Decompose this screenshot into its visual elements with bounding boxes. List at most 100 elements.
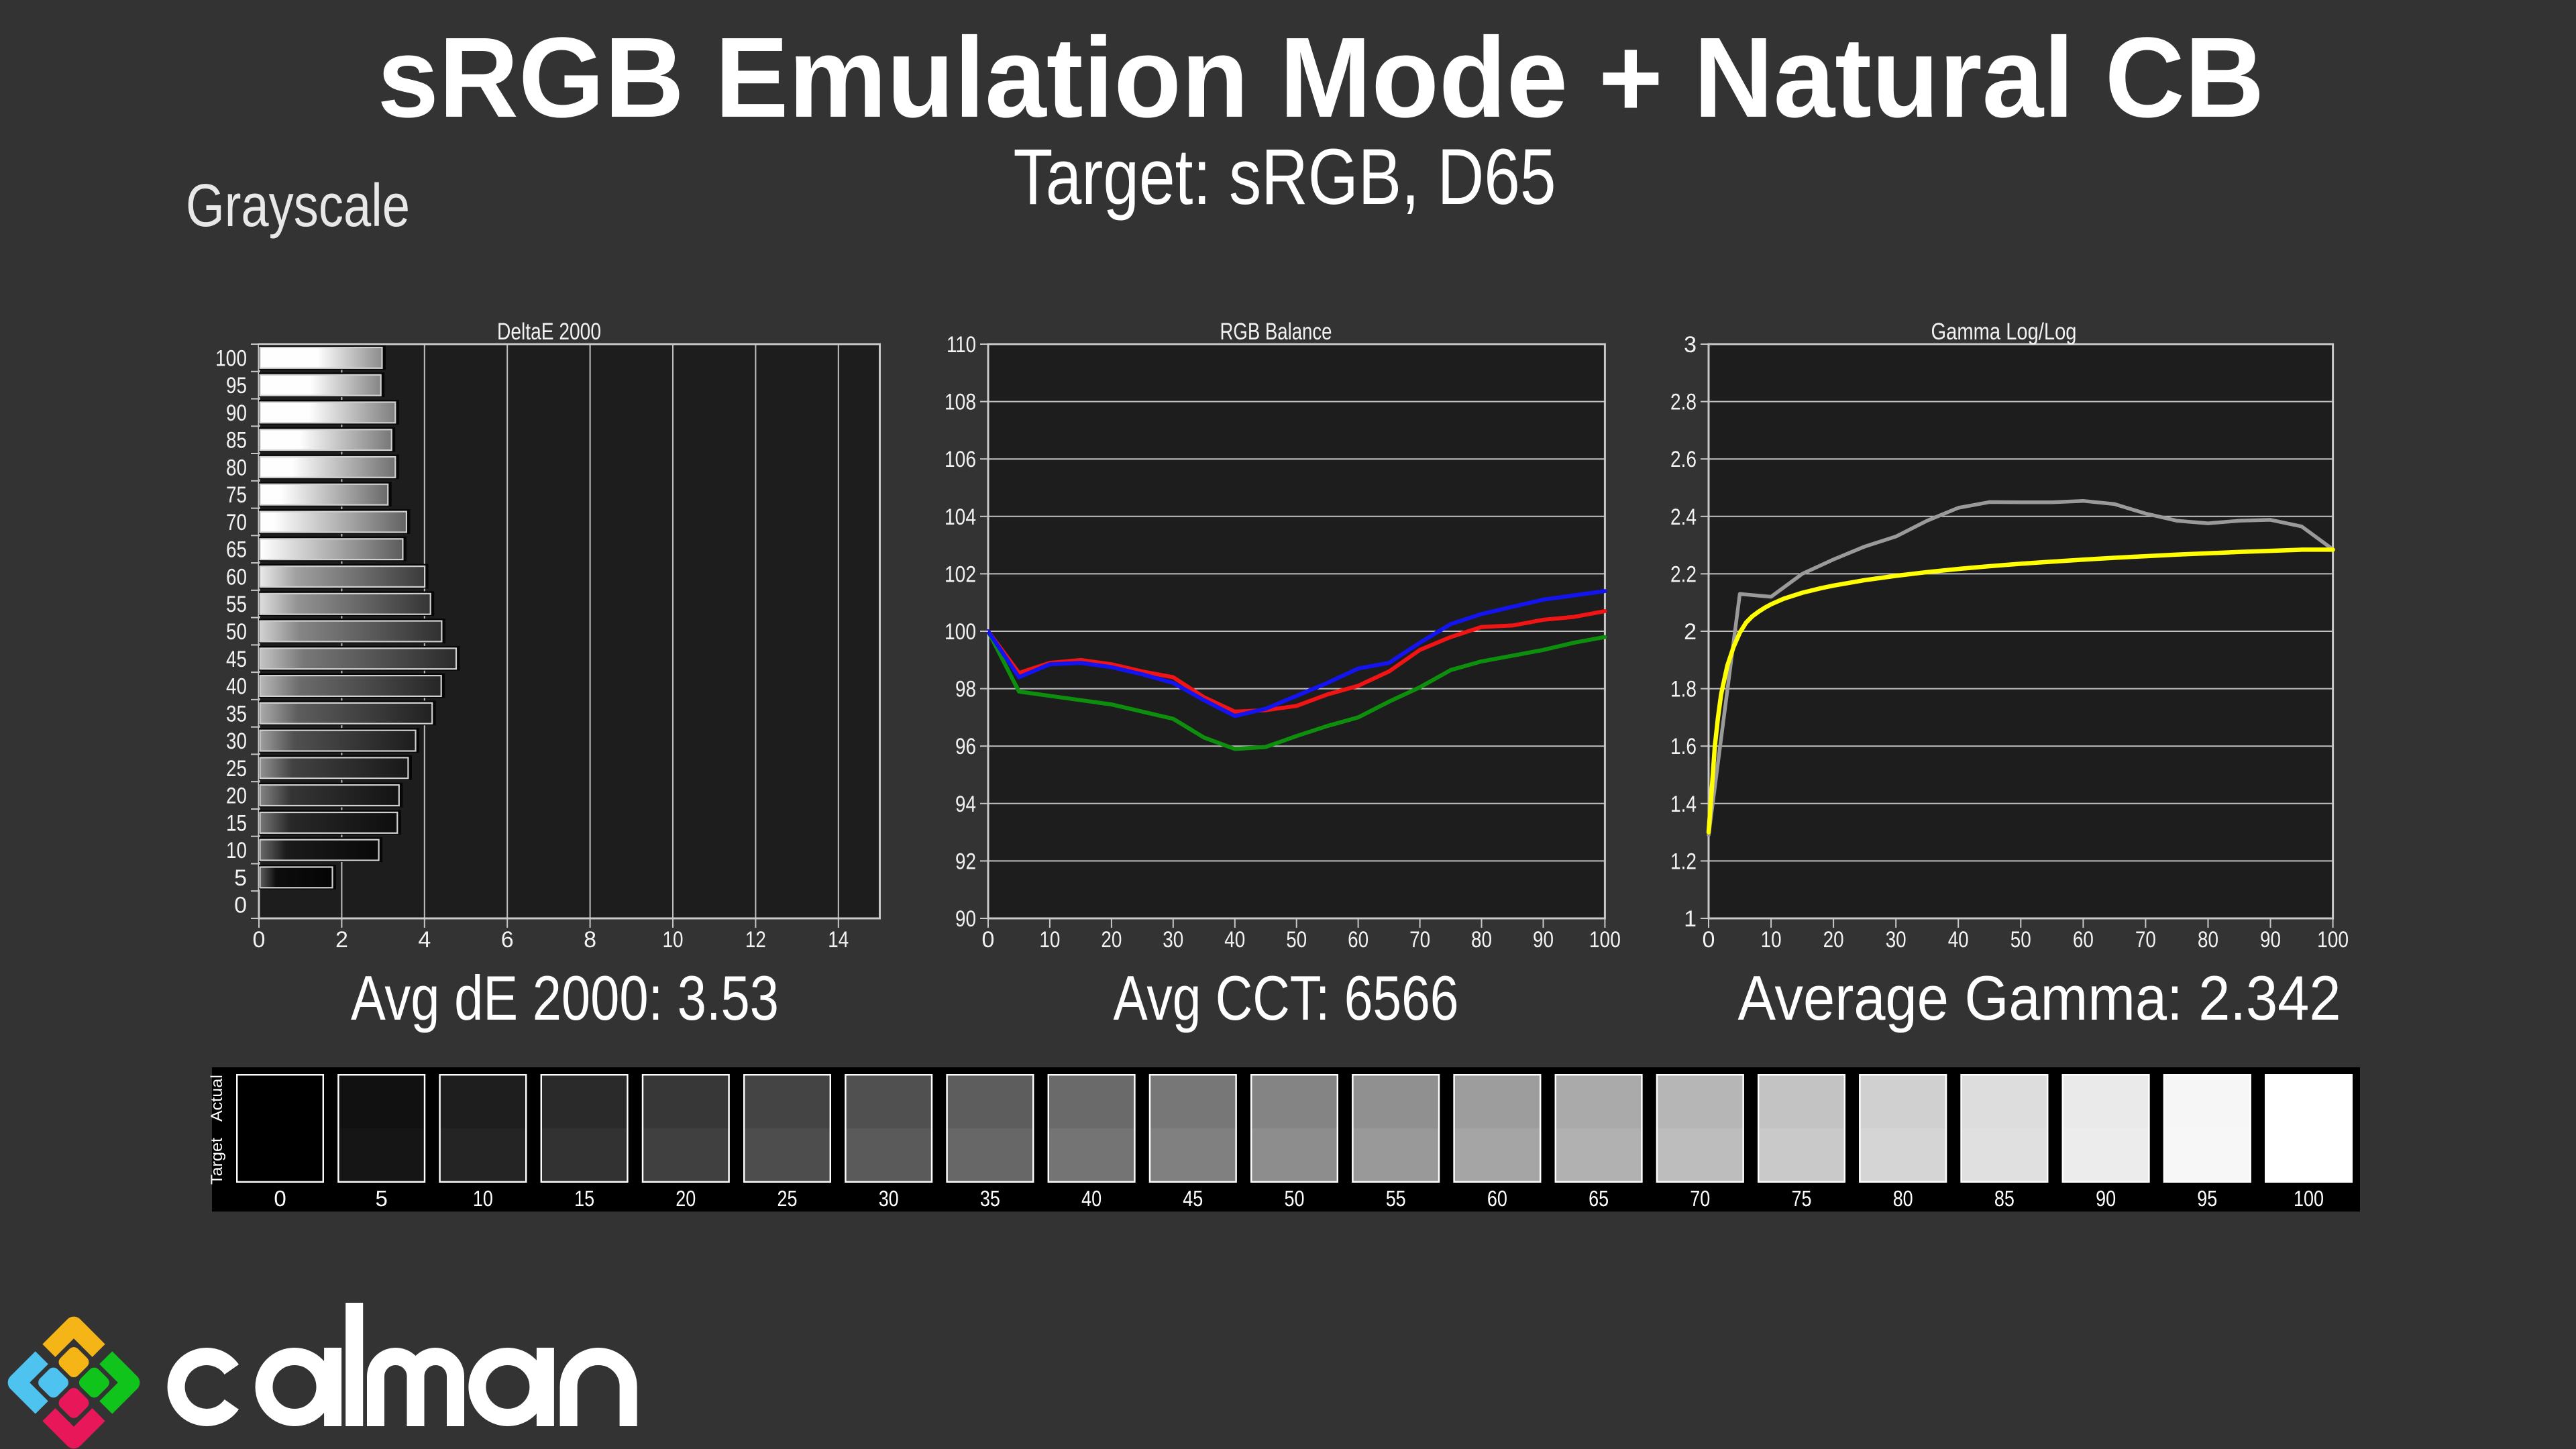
svg-text:25: 25 [777, 1186, 798, 1211]
svg-text:DeltaE 2000: DeltaE 2000 [497, 319, 601, 345]
svg-text:70: 70 [1690, 1186, 1710, 1211]
svg-text:35: 35 [980, 1186, 1000, 1211]
svg-text:1.2: 1.2 [1670, 849, 1697, 874]
svg-text:1.6: 1.6 [1670, 734, 1697, 759]
svg-text:60: 60 [2073, 927, 2094, 953]
svg-text:50: 50 [1285, 1186, 1305, 1211]
svg-text:3: 3 [1684, 332, 1697, 358]
svg-text:90: 90 [2260, 927, 2281, 953]
svg-text:1.8: 1.8 [1670, 677, 1697, 702]
svg-text:2.2: 2.2 [1670, 561, 1697, 587]
svg-text:25: 25 [226, 756, 247, 782]
svg-text:1: 1 [1684, 906, 1697, 932]
svg-text:45: 45 [226, 647, 247, 672]
svg-text:30: 30 [1163, 927, 1183, 953]
svg-text:Actual: Actual [208, 1075, 226, 1122]
svg-text:5: 5 [234, 865, 247, 891]
svg-text:30: 30 [1886, 927, 1907, 953]
svg-text:0: 0 [982, 927, 995, 953]
svg-text:20: 20 [676, 1186, 696, 1211]
svg-text:94: 94 [955, 792, 976, 817]
svg-text:2: 2 [335, 927, 348, 953]
svg-text:70: 70 [226, 510, 247, 535]
svg-text:75: 75 [1792, 1186, 1812, 1211]
svg-text:2: 2 [1684, 619, 1697, 645]
svg-text:98: 98 [955, 677, 976, 702]
svg-text:8: 8 [584, 927, 596, 953]
svg-text:108: 108 [945, 390, 976, 415]
svg-text:10: 10 [663, 927, 684, 953]
svg-text:85: 85 [226, 428, 247, 453]
svg-text:70: 70 [1409, 927, 1430, 953]
svg-text:104: 104 [945, 504, 976, 530]
svg-text:RGB Balance: RGB Balance [1220, 319, 1332, 345]
svg-text:10: 10 [1761, 927, 1782, 953]
svg-text:Average Gamma: 2.342: Average Gamma: 2.342 [1738, 963, 2341, 1033]
svg-text:5: 5 [376, 1186, 388, 1211]
svg-text:Target: sRGB, D65: Target: sRGB, D65 [1014, 133, 1556, 221]
svg-text:Gamma Log/Log: Gamma Log/Log [1931, 319, 2077, 345]
svg-text:60: 60 [226, 565, 247, 590]
svg-text:0: 0 [1703, 927, 1715, 953]
svg-text:Grayscale: Grayscale [186, 172, 410, 239]
svg-text:80: 80 [1893, 1186, 1913, 1211]
svg-text:30: 30 [879, 1186, 899, 1211]
svg-text:90: 90 [1533, 927, 1554, 953]
svg-text:10: 10 [226, 838, 247, 863]
svg-text:50: 50 [1286, 927, 1307, 953]
svg-text:Avg dE 2000: 3.53: Avg dE 2000: 3.53 [351, 963, 779, 1033]
svg-text:90: 90 [2096, 1186, 2116, 1211]
svg-text:40: 40 [1081, 1186, 1102, 1211]
svg-text:50: 50 [226, 619, 247, 645]
svg-text:95: 95 [226, 373, 247, 398]
svg-text:96: 96 [955, 734, 976, 759]
svg-text:15: 15 [226, 810, 247, 836]
svg-text:80: 80 [226, 455, 247, 480]
svg-text:102: 102 [945, 561, 976, 587]
svg-text:30: 30 [226, 729, 247, 754]
svg-text:45: 45 [1183, 1186, 1203, 1211]
svg-text:10: 10 [1039, 927, 1060, 953]
svg-text:80: 80 [2198, 927, 2218, 953]
svg-text:90: 90 [955, 906, 976, 932]
svg-text:sRGB Emulation Mode + Natural: sRGB Emulation Mode + Natural CB [378, 14, 2265, 142]
svg-text:2.6: 2.6 [1670, 447, 1697, 472]
svg-text:40: 40 [1224, 927, 1245, 953]
svg-text:0: 0 [253, 927, 266, 953]
svg-text:12: 12 [745, 927, 766, 953]
svg-text:14: 14 [828, 927, 849, 953]
svg-text:40: 40 [226, 674, 247, 700]
svg-text:75: 75 [226, 482, 247, 508]
svg-text:50: 50 [2010, 927, 2031, 953]
svg-text:1.4: 1.4 [1670, 792, 1697, 817]
svg-text:2.4: 2.4 [1670, 504, 1697, 530]
svg-text:65: 65 [1589, 1186, 1609, 1211]
svg-text:90: 90 [226, 400, 247, 426]
svg-text:10: 10 [473, 1186, 493, 1211]
svg-text:100: 100 [2294, 1186, 2324, 1211]
svg-text:95: 95 [2197, 1186, 2217, 1211]
svg-text:2.8: 2.8 [1670, 390, 1697, 415]
svg-text:Avg CCT: 6566: Avg CCT: 6566 [1114, 963, 1459, 1033]
svg-text:40: 40 [1948, 927, 1969, 953]
svg-text:20: 20 [1101, 927, 1122, 953]
svg-text:0: 0 [274, 1186, 286, 1211]
svg-text:92: 92 [955, 849, 976, 874]
svg-text:20: 20 [1823, 927, 1844, 953]
svg-text:100: 100 [215, 345, 247, 371]
svg-text:6: 6 [501, 927, 514, 953]
svg-text:70: 70 [2135, 927, 2156, 953]
svg-text:60: 60 [1348, 927, 1368, 953]
svg-text:15: 15 [574, 1186, 594, 1211]
svg-text:55: 55 [226, 592, 247, 617]
svg-text:60: 60 [1487, 1186, 1507, 1211]
svg-text:35: 35 [226, 701, 247, 727]
svg-text:0: 0 [234, 893, 247, 918]
svg-text:85: 85 [1994, 1186, 2015, 1211]
svg-text:100: 100 [945, 619, 976, 645]
svg-text:110: 110 [947, 332, 976, 358]
svg-text:20: 20 [226, 784, 247, 809]
svg-text:55: 55 [1386, 1186, 1406, 1211]
svg-text:80: 80 [1471, 927, 1492, 953]
svg-text:65: 65 [226, 537, 247, 563]
